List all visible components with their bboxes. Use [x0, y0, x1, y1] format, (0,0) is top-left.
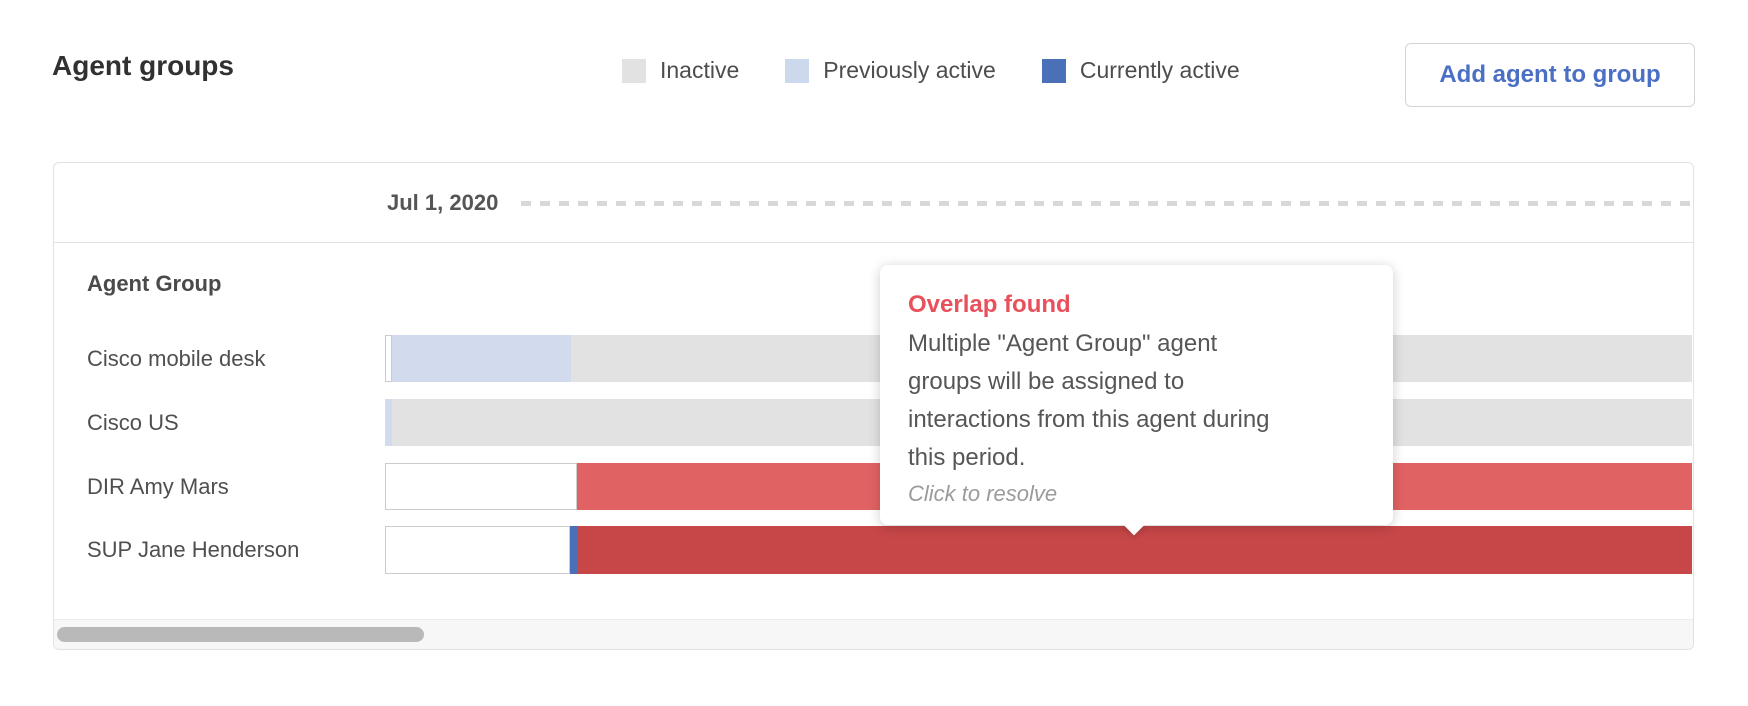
legend-label: Previously active: [823, 57, 996, 83]
tooltip-action-hint: Click to resolve: [908, 481, 1058, 506]
currently-active-swatch-icon: [1041, 58, 1066, 83]
inactive-swatch-icon: [622, 58, 646, 83]
legend-item-currently-active: Currently active: [1041, 57, 1240, 84]
tooltip-title: Overlap found: [908, 291, 1071, 318]
bar-segment-previously_active[interactable]: [385, 399, 392, 446]
bar-segment-empty[interactable]: [385, 335, 392, 382]
agent-group-row: SUP Jane Henderson: [54, 526, 1692, 574]
legend: Inactive Previously active Currently activ…: [622, 57, 1240, 84]
row-label: SUP Jane Henderson: [87, 537, 300, 562]
bar-segment-empty[interactable]: [385, 463, 577, 510]
row-label: Cisco mobile desk: [87, 346, 266, 371]
row-label: DIR Amy Mars: [87, 474, 229, 499]
page-title: Agent groups: [52, 50, 234, 81]
legend-label: Currently active: [1079, 57, 1240, 83]
agent-group-row: Cisco mobile desk: [54, 335, 1692, 382]
timeline-date-label: Jul 1, 2020: [387, 190, 499, 215]
row-label: Cisco US: [87, 410, 179, 435]
legend-item-inactive: Inactive: [622, 57, 739, 84]
add-agent-to-group-button[interactable]: Add agent to group: [1405, 43, 1695, 107]
bar-segment-currently_active[interactable]: [570, 526, 578, 574]
bar-segment-previously_active[interactable]: [392, 335, 571, 382]
timeline-dotted-line: [521, 201, 1693, 206]
legend-label: Inactive: [660, 57, 740, 83]
agent-group-row: Cisco US: [54, 399, 1692, 446]
tooltip-body: Multiple "Agent Group" agent groups will…: [908, 330, 1270, 471]
agent-group-column-header: Agent Group: [87, 271, 222, 296]
overlap-tooltip[interactable]: Overlap found Multiple "Agent Group" age…: [880, 265, 1393, 536]
timeline-panel: Jul 1, 2020 Agent Group Cisco mobile des…: [53, 162, 1694, 650]
activity-bar[interactable]: [385, 526, 1692, 574]
timeline-header: Jul 1, 2020: [54, 163, 1693, 243]
bar-segment-empty[interactable]: [385, 526, 570, 574]
previously-active-swatch-icon: [785, 58, 810, 83]
horizontal-scrollbar-thumb[interactable]: [57, 627, 424, 642]
legend-item-previously-active: Previously active: [785, 57, 996, 84]
agent-group-row: DIR Amy Mars: [54, 463, 1692, 510]
horizontal-scrollbar-track[interactable]: [54, 619, 1693, 649]
agent-group-rows: Cisco mobile desk Cisco US DIR Amy Mars SUP…: [54, 163, 1693, 649]
